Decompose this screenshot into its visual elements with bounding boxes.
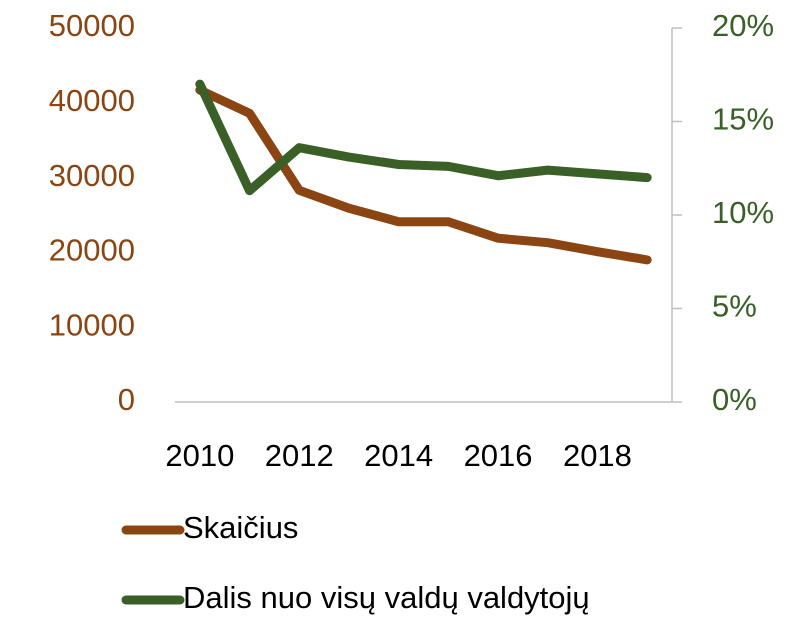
y-tick-label: 30000 [49, 158, 135, 193]
x-tick-label: 2010 [165, 438, 234, 473]
x-tick-label: 2012 [265, 438, 334, 473]
y2-tick-label: 5% [712, 289, 757, 324]
legend-label: Dalis nuo visų valdų valdytojų [183, 580, 590, 615]
x-tick-label: 2016 [464, 438, 533, 473]
y-tick-label: 10000 [49, 307, 135, 342]
y2-tick-label: 15% [712, 102, 774, 137]
y2-tick-label: 10% [712, 195, 774, 230]
x-tick-label: 2014 [364, 438, 433, 473]
y-tick-label: 20000 [49, 233, 135, 268]
y-tick-label: 0 [118, 382, 135, 417]
y-tick-label: 40000 [49, 83, 135, 118]
y2-tick-label: 20% [712, 8, 774, 43]
y2-tick-label: 0% [712, 382, 757, 417]
series-line [195, 79, 652, 196]
x-tick-label: 2018 [563, 438, 632, 473]
legend-label: Skaičius [183, 510, 298, 545]
series-line [195, 85, 652, 265]
y-tick-label: 50000 [49, 8, 135, 43]
